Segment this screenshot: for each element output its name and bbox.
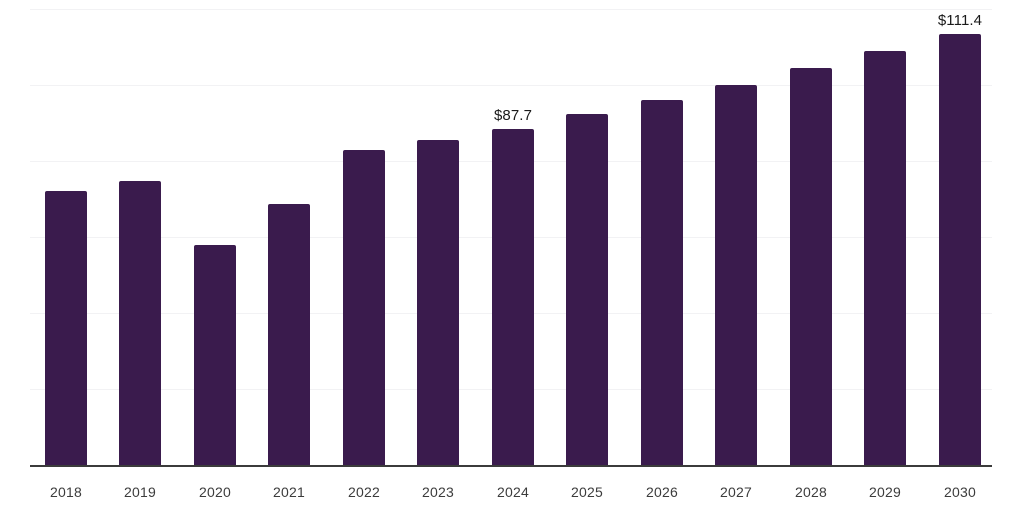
bar-2029[interactable] (864, 51, 906, 466)
x-tick-2030: 2030 (944, 484, 976, 500)
bar-2022[interactable] (343, 150, 385, 466)
bars-layer: $87.7 $111.4 (45, 12, 983, 466)
bar-2020[interactable] (194, 245, 236, 466)
bar-2024[interactable] (492, 129, 534, 466)
gridline (30, 9, 992, 10)
x-axis-labels: 2018 2019 2020 2021 2022 2023 2024 2025 … (0, 466, 1024, 512)
x-tick-2025: 2025 (571, 484, 603, 500)
x-tick-2019: 2019 (124, 484, 156, 500)
bar-2030[interactable] (939, 34, 981, 466)
bar-2028[interactable] (790, 68, 832, 466)
x-tick-2018: 2018 (50, 484, 82, 500)
x-axis-line (30, 465, 992, 467)
x-tick-2028: 2028 (795, 484, 827, 500)
x-tick-2029: 2029 (869, 484, 901, 500)
gridline (30, 85, 992, 86)
x-tick-2020: 2020 (199, 484, 231, 500)
x-tick-2023: 2023 (422, 484, 454, 500)
bar-2019[interactable] (119, 181, 161, 466)
bar-2025[interactable] (566, 114, 608, 466)
bar-value-label: $111.4 (937, 12, 983, 29)
x-tick-2026: 2026 (646, 484, 678, 500)
x-tick-2022: 2022 (348, 484, 380, 500)
bar-value-label: $87.7 (493, 107, 533, 124)
bar-2023[interactable] (417, 140, 459, 466)
x-tick-2027: 2027 (720, 484, 752, 500)
bar-2026[interactable] (641, 100, 683, 466)
bar-2018[interactable] (45, 191, 87, 466)
bar-2027[interactable] (715, 85, 757, 466)
x-tick-2024: 2024 (497, 484, 529, 500)
bar-2021[interactable] (268, 204, 310, 466)
x-tick-2021: 2021 (273, 484, 305, 500)
